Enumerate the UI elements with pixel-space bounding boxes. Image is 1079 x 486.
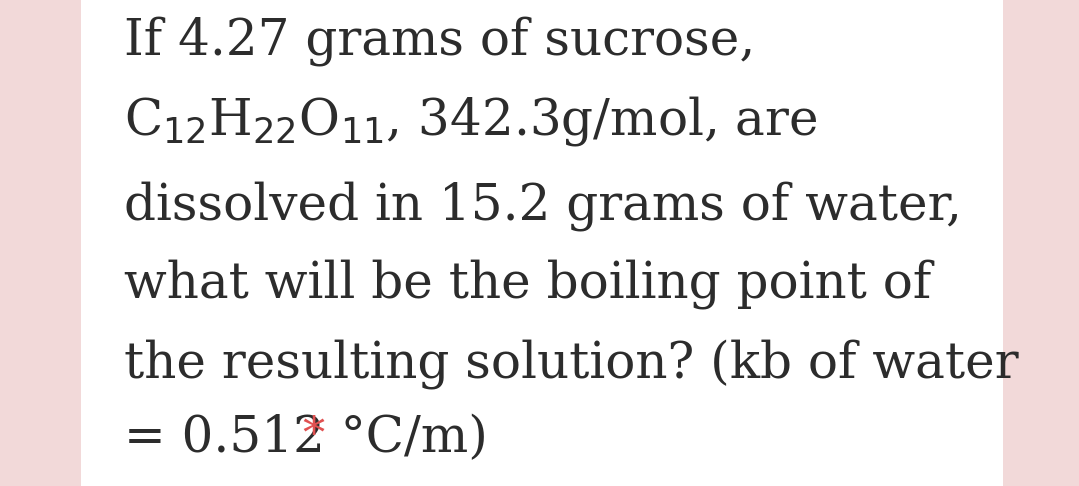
Text: C$_{12}$H$_{22}$O$_{11}$, 342.3g/mol, are: C$_{12}$H$_{22}$O$_{11}$, 342.3g/mol, ar… bbox=[124, 94, 818, 148]
Text: *: * bbox=[302, 415, 325, 458]
Text: dissolved in 15.2 grams of water,: dissolved in 15.2 grams of water, bbox=[124, 181, 962, 231]
Text: the resulting solution? (kb of water: the resulting solution? (kb of water bbox=[124, 339, 1019, 389]
FancyBboxPatch shape bbox=[81, 0, 1003, 486]
Text: If 4.27 grams of sucrose,: If 4.27 grams of sucrose, bbox=[124, 16, 755, 66]
Text: = 0.512 °C/m): = 0.512 °C/m) bbox=[124, 413, 504, 463]
Text: what will be the boiling point of: what will be the boiling point of bbox=[124, 259, 931, 309]
